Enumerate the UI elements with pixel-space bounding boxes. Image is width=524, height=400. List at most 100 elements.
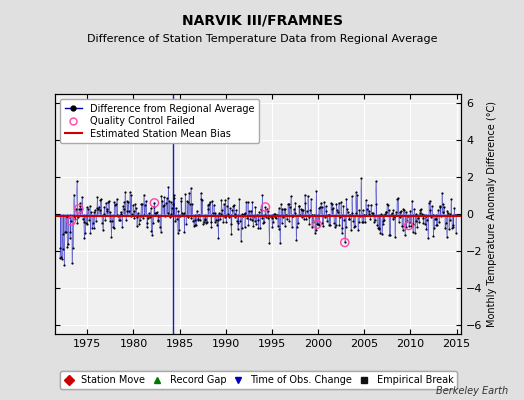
Point — [226, 221, 235, 228]
Point — [247, 207, 255, 214]
Point — [440, 204, 449, 210]
Point — [268, 224, 277, 230]
Point — [346, 211, 354, 218]
Point — [301, 191, 309, 198]
Point — [401, 208, 410, 215]
Point — [233, 217, 241, 224]
Point — [122, 217, 130, 223]
Point — [87, 209, 95, 216]
Point — [439, 208, 447, 215]
Point — [293, 224, 301, 230]
Point — [192, 222, 200, 228]
Point — [120, 198, 128, 205]
Point — [340, 217, 348, 223]
Point — [235, 196, 243, 202]
Point — [360, 212, 368, 218]
Point — [176, 213, 184, 220]
Point — [95, 204, 103, 210]
Point — [156, 224, 164, 231]
Point — [208, 224, 216, 230]
Point — [357, 175, 365, 182]
Point — [187, 185, 195, 191]
Point — [238, 211, 246, 218]
Point — [69, 244, 77, 251]
Point — [150, 200, 159, 206]
Point — [287, 193, 295, 200]
Point — [399, 205, 408, 212]
Point — [115, 217, 123, 224]
Point — [370, 219, 378, 225]
Point — [80, 235, 89, 241]
Point — [418, 210, 426, 217]
Point — [424, 200, 433, 206]
Point — [349, 217, 357, 224]
Point — [310, 212, 318, 218]
Point — [61, 228, 69, 235]
Point — [328, 201, 336, 207]
Text: NARVIK III/FRAMNES: NARVIK III/FRAMNES — [181, 14, 343, 28]
Point — [408, 229, 417, 235]
Point — [82, 220, 90, 226]
Point — [447, 196, 455, 202]
Point — [81, 230, 89, 236]
Point — [59, 246, 68, 252]
Point — [70, 214, 79, 220]
Point — [299, 206, 308, 213]
Point — [311, 227, 320, 233]
Point — [191, 222, 200, 228]
Point — [450, 205, 458, 211]
Point — [67, 218, 75, 224]
Point — [404, 212, 412, 219]
Point — [347, 193, 356, 199]
Point — [390, 214, 398, 220]
Point — [263, 206, 271, 212]
Point — [334, 200, 343, 206]
Point — [254, 216, 262, 223]
Point — [320, 199, 328, 206]
Point — [420, 212, 428, 218]
Point — [138, 200, 146, 207]
Point — [237, 224, 246, 231]
Point — [178, 210, 187, 216]
Point — [442, 220, 450, 226]
Point — [383, 201, 391, 207]
Point — [172, 204, 180, 211]
Point — [163, 210, 172, 216]
Point — [94, 206, 102, 212]
Point — [123, 198, 131, 204]
Point — [189, 218, 197, 224]
Point — [249, 223, 257, 229]
Point — [231, 214, 239, 220]
Point — [398, 223, 406, 230]
Point — [92, 205, 101, 212]
Text: Difference of Station Temperature Data from Regional Average: Difference of Station Temperature Data f… — [87, 34, 437, 44]
Point — [100, 211, 108, 218]
Point — [285, 201, 293, 207]
Point — [174, 208, 182, 214]
Point — [203, 219, 211, 225]
Point — [190, 223, 198, 230]
Point — [90, 208, 99, 215]
Point — [83, 221, 92, 228]
Point — [319, 222, 328, 229]
Point — [190, 217, 199, 223]
Point — [267, 212, 275, 219]
Point — [156, 229, 165, 236]
Point — [68, 260, 76, 266]
Point — [313, 221, 321, 227]
Point — [396, 214, 405, 220]
Point — [140, 212, 149, 219]
Point — [110, 199, 118, 206]
Point — [75, 206, 83, 212]
Point — [273, 212, 281, 218]
Point — [361, 219, 369, 225]
Point — [318, 204, 326, 210]
Point — [421, 221, 429, 227]
Point — [116, 208, 125, 215]
Point — [270, 211, 278, 217]
Point — [223, 203, 231, 209]
Point — [444, 210, 452, 216]
Point — [209, 210, 217, 216]
Point — [424, 235, 432, 242]
Point — [213, 222, 221, 228]
